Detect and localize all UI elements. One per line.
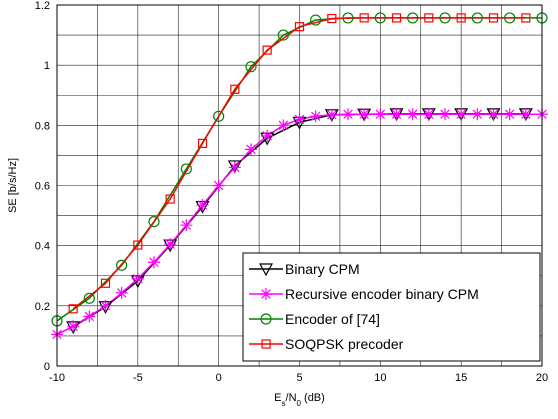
x-tick-label: -10: [49, 372, 65, 384]
data-point: [456, 13, 466, 23]
series-markers: [51, 12, 548, 341]
data-point: [309, 110, 322, 123]
data-point: [261, 129, 274, 142]
data-point: [67, 320, 80, 333]
data-point: [164, 238, 177, 251]
data-point: [213, 110, 225, 122]
data-point: [504, 12, 516, 24]
data-point: [358, 108, 371, 121]
data-point: [374, 108, 387, 121]
x-axis-label-sub2: 0: [297, 399, 302, 408]
y-axis-label: SE [b/s/Hz]: [7, 158, 19, 213]
legend-entry: Binary CPM: [285, 261, 360, 277]
data-point: [131, 272, 144, 285]
y-tick-label: 0.6: [35, 181, 50, 193]
data-point: [180, 219, 193, 232]
x-tick-label: 0: [216, 372, 222, 384]
data-point: [424, 13, 434, 23]
x-tick-label: 10: [374, 372, 386, 384]
x-axis-label: Es/N0 (dB): [274, 392, 325, 408]
data-point: [180, 163, 192, 175]
data-point: [390, 108, 403, 121]
x-tick-label: 20: [536, 372, 548, 384]
data-point: [83, 310, 96, 323]
data-point: [245, 143, 257, 156]
legend-marker: [258, 263, 274, 277]
data-point: [115, 286, 128, 299]
data-point: [230, 84, 240, 94]
data-point: [68, 304, 78, 314]
legend-box: [242, 252, 541, 362]
legend-marker: [261, 339, 271, 349]
data-point: [391, 13, 402, 23]
y-tick-label: 0: [44, 361, 50, 373]
x-axis-label-tail: (dB): [301, 392, 325, 404]
legend-entry: Recursive encoder binary CPM: [285, 286, 479, 302]
data-point: [100, 278, 111, 288]
data-point: [503, 108, 516, 121]
legend-marker: [260, 288, 272, 300]
data-point: [227, 160, 242, 174]
x-tick-label: 15: [455, 372, 467, 384]
data-point: [245, 61, 257, 73]
data-point: [262, 45, 272, 55]
data-point: [148, 256, 160, 269]
y-tick-label: 1.2: [35, 0, 50, 12]
data-point: [374, 12, 386, 24]
data-point: [148, 216, 160, 228]
data-point: [455, 108, 468, 121]
data-point: [407, 12, 419, 24]
data-point: [327, 13, 337, 24]
data-point: [277, 119, 290, 132]
data-point: [519, 108, 532, 121]
data-point: [325, 108, 338, 121]
data-point: [342, 12, 354, 24]
data-point: [422, 108, 435, 121]
y-tick-label: 0.8: [35, 120, 50, 132]
data-point: [359, 13, 369, 23]
legend-entry: Encoder of [74]: [285, 311, 380, 327]
data-point: [197, 138, 208, 148]
data-point: [165, 194, 175, 204]
y-tick-label: 1: [44, 60, 50, 72]
data-point: [521, 13, 531, 23]
data-point: [294, 22, 305, 32]
data-point: [471, 12, 483, 24]
legend-entry: SOQPSK precoder: [285, 336, 404, 352]
ticks: -10 -5 0 5 10 15 20 0 0.2 0.4 0.6 0.8 1 1.2: [35, 0, 548, 384]
x-axis-label-mid: /N: [286, 392, 297, 404]
data-point: [83, 292, 95, 304]
data-point: [471, 108, 484, 121]
legend-marker: [260, 313, 272, 325]
data-point: [277, 29, 289, 41]
data-point: [293, 113, 306, 126]
data-point: [212, 179, 225, 192]
y-tick-label: 0.4: [35, 241, 50, 253]
data-point: [310, 14, 322, 26]
data-point: [228, 161, 241, 174]
data-point: [99, 299, 112, 312]
x-axis-label-main: E: [274, 392, 281, 404]
y-tick-label: 0.2: [35, 301, 50, 313]
plot-frame: [56, 4, 543, 367]
legend: Binary CPM Recursive encoder binary CPM En…: [242, 252, 541, 362]
data-point: [487, 108, 500, 121]
data-point: [196, 199, 209, 212]
data-point: [133, 240, 143, 250]
x-tick-label: -5: [133, 372, 143, 384]
x-axis-label-sub1: s: [282, 399, 286, 408]
data-point: [488, 13, 499, 23]
data-point: [439, 108, 451, 121]
data-point: [406, 108, 419, 121]
x-tick-label: 5: [296, 372, 302, 384]
data-point: [439, 12, 451, 24]
data-point: [342, 108, 354, 121]
data-point: [116, 259, 128, 271]
